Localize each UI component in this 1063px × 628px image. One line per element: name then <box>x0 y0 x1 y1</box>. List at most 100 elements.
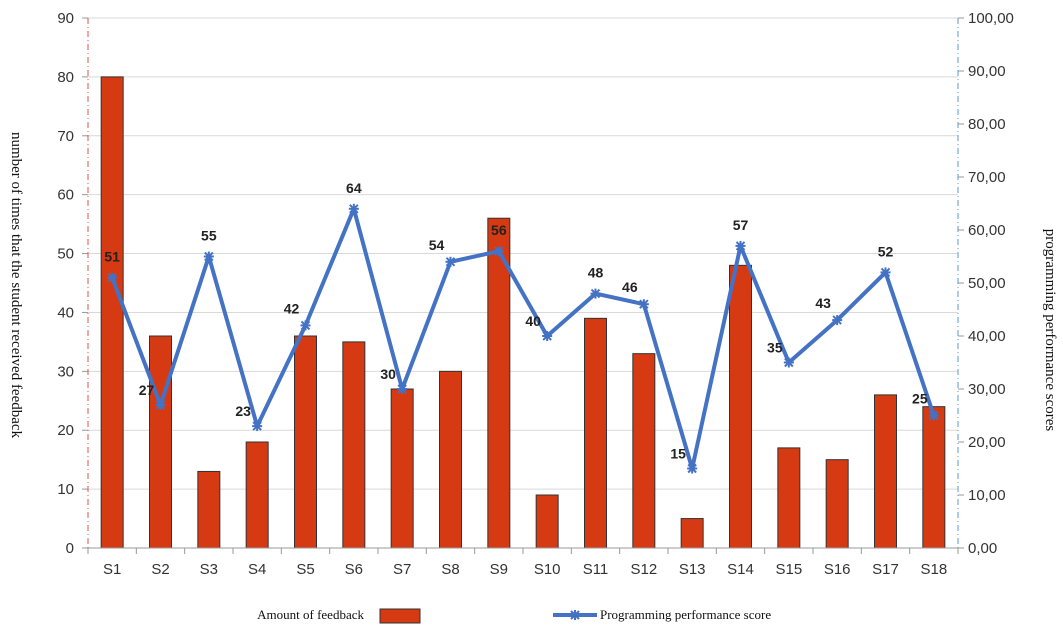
legend-label-score: Programming performance score <box>600 607 771 622</box>
legend-swatch-feedback <box>379 608 421 624</box>
bar-S2 <box>149 335 172 549</box>
score-point-S8 <box>445 256 456 267</box>
y-left-tick-label: 20 <box>57 422 74 439</box>
y-left-tick-label: 70 <box>57 128 74 145</box>
bar-S12 <box>632 353 656 549</box>
score-point-S10 <box>542 331 553 341</box>
y-left-tick-label: 60 <box>57 187 74 204</box>
data-label-S2: 27 <box>139 382 155 398</box>
bar-S4 <box>245 441 269 549</box>
y-right-tick-label: 90,00 <box>968 63 1006 80</box>
bar-S11 <box>584 317 607 549</box>
y-right-tick-label: 40,00 <box>968 328 1006 345</box>
score-point-S3 <box>203 251 214 262</box>
score-point-S14 <box>735 240 746 251</box>
score-point-S18 <box>928 410 939 421</box>
data-label-S4: 23 <box>235 403 251 419</box>
data-label-S3: 55 <box>201 228 217 244</box>
line-series <box>107 203 939 474</box>
bar-S6 <box>342 341 366 549</box>
bar-S17 <box>874 394 897 549</box>
score-point-S5 <box>300 320 311 331</box>
score-point-S16-d2 <box>832 315 842 325</box>
data-label-S11: 48 <box>588 265 604 281</box>
y-left-tick-label: 50 <box>57 246 74 263</box>
x-tick-label-S3: S3 <box>200 561 218 578</box>
x-tick-label-S16: S16 <box>824 561 851 578</box>
bar-S14 <box>729 264 752 549</box>
score-point-S6-d2 <box>349 204 359 214</box>
x-tick-label-S4: S4 <box>248 561 266 578</box>
x-tick-label-S5: S5 <box>296 561 314 578</box>
bar-S16 <box>825 459 849 549</box>
data-label-S16: 43 <box>815 295 831 311</box>
score-line <box>110 206 936 471</box>
x-tick-label-S11: S11 <box>583 561 609 578</box>
score-point-S9-d2 <box>494 246 504 256</box>
data-label-S15: 35 <box>767 340 783 356</box>
data-label-S1: 51 <box>104 249 120 265</box>
legend: Amount of feedback Programming performan… <box>257 607 771 624</box>
y-axis-left-label: number of times that the student receive… <box>8 132 24 439</box>
legend-star-d2 <box>570 610 580 620</box>
score-point-S10-d2 <box>542 331 552 341</box>
score-point-S1 <box>107 272 118 283</box>
y-right-tick-label: 10,00 <box>968 487 1006 504</box>
data-label-S5: 42 <box>284 300 300 316</box>
y-right-tick-label: 50,00 <box>968 275 1006 292</box>
data-label-S18: 25 <box>912 391 928 407</box>
bar-S1 <box>100 76 124 549</box>
y-left-tick-label: 0 <box>66 540 74 557</box>
bar-S13 <box>680 518 704 549</box>
data-labels: 51 27 55 23 42 64 30 54 56 40 48 46 15 57 35 43 52 25 <box>104 180 927 462</box>
y-right-tick-label: 80,00 <box>968 116 1006 133</box>
bar-S7 <box>390 388 414 549</box>
score-point-S11 <box>590 288 601 299</box>
y-right-tick-label: 0,00 <box>968 540 997 557</box>
gridlines <box>88 17 958 549</box>
bar-S15 <box>777 447 801 549</box>
data-label-S8: 54 <box>429 237 445 253</box>
score-point-S3-d2 <box>204 251 214 262</box>
y-left-tick-label: 30 <box>57 363 74 380</box>
data-label-S14: 57 <box>733 217 749 233</box>
score-point-S17-d2 <box>880 267 891 278</box>
bar-S3 <box>197 470 221 549</box>
score-point-S13 <box>687 463 698 474</box>
y-right-tick-label: 20,00 <box>968 434 1006 451</box>
score-point-S2-d2 <box>155 400 166 410</box>
x-tick-label-S13: S13 <box>679 561 706 578</box>
y-right-tick-label: 70,00 <box>968 169 1006 186</box>
score-point-S7 <box>397 384 408 394</box>
bar-S10 <box>535 494 559 549</box>
data-label-S10: 40 <box>525 313 541 329</box>
y-left-tick-label: 90 <box>57 10 74 27</box>
score-point-S12-d2 <box>639 299 649 309</box>
x-tick-label-S10: S10 <box>534 561 561 578</box>
score-point-S6 <box>348 203 359 214</box>
bar-S8 <box>439 370 462 549</box>
x-tick-label-S1: S1 <box>103 561 121 578</box>
score-point-S15 <box>783 357 794 368</box>
x-tick-label-S6: S6 <box>345 561 363 578</box>
x-tick-label-S15: S15 <box>775 561 802 578</box>
score-point-S13-d2 <box>687 463 697 474</box>
y-left-tick-label: 40 <box>57 304 74 321</box>
legend-label-feedback: Amount of feedback <box>257 607 364 622</box>
x-tick-label-S2: S2 <box>151 561 169 578</box>
score-point-S4 <box>252 421 263 432</box>
y-right-tick-label: 100,00 <box>968 10 1014 27</box>
x-tick-label-S14: S14 <box>727 561 754 578</box>
bar-S18 <box>922 406 946 549</box>
legend-star <box>570 610 580 620</box>
data-label-S13: 15 <box>670 446 686 462</box>
x-tick-label-S17: S17 <box>872 561 899 578</box>
y-left-tick-label: 80 <box>57 69 74 86</box>
legend-marker-score <box>570 610 580 620</box>
x-tick-label-S7: S7 <box>393 561 411 578</box>
score-point-S16 <box>832 315 843 326</box>
score-point-S15-d2 <box>784 357 794 368</box>
y-right-tick-label: 60,00 <box>968 222 1006 239</box>
x-tick-label-S8: S8 <box>441 561 459 578</box>
